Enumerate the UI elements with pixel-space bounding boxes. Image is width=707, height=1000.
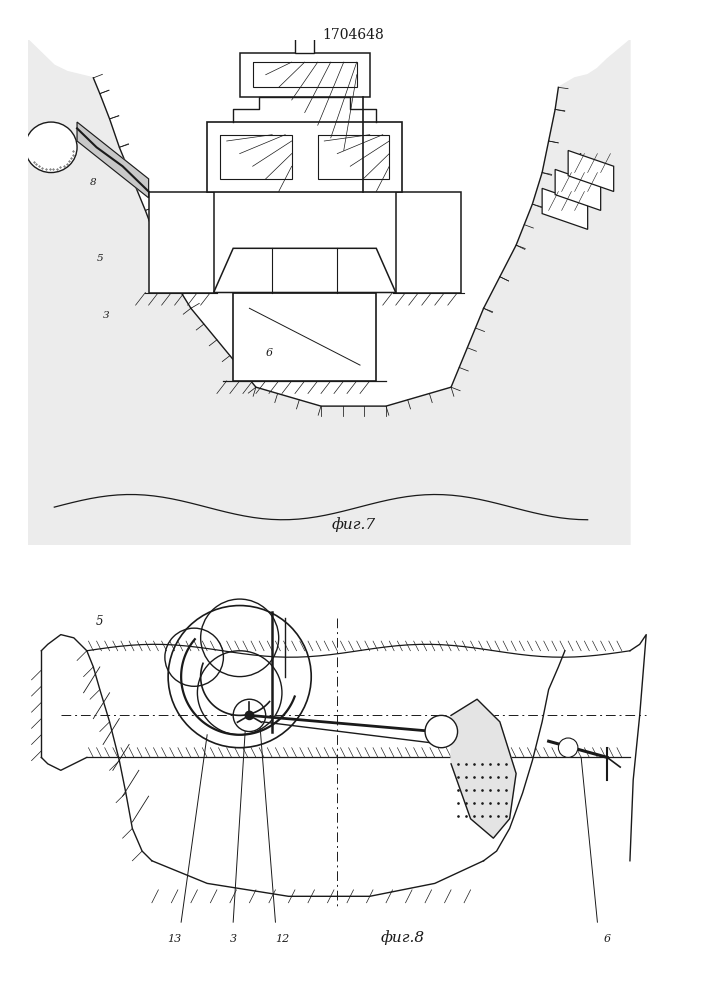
Text: 8: 8 bbox=[90, 178, 97, 187]
Text: фиг.7: фиг.7 bbox=[332, 517, 375, 532]
Bar bbox=[396, 192, 461, 292]
Bar bbox=[285, 21, 325, 27]
Polygon shape bbox=[451, 699, 516, 838]
Text: 4: 4 bbox=[575, 153, 581, 162]
Polygon shape bbox=[214, 248, 396, 292]
Bar bbox=[220, 135, 292, 179]
Circle shape bbox=[25, 122, 77, 173]
Text: 12: 12 bbox=[275, 934, 289, 944]
Text: 6: 6 bbox=[269, 342, 276, 351]
Text: 6: 6 bbox=[266, 348, 273, 358]
Text: 3: 3 bbox=[230, 934, 237, 944]
Bar bbox=[295, 27, 315, 53]
Circle shape bbox=[233, 699, 266, 732]
Text: 5: 5 bbox=[96, 615, 104, 628]
Text: 13: 13 bbox=[168, 934, 182, 944]
Bar bbox=[233, 292, 376, 381]
Bar bbox=[317, 135, 390, 179]
Polygon shape bbox=[28, 40, 630, 545]
Bar bbox=[207, 122, 402, 192]
Bar bbox=[148, 192, 214, 292]
Circle shape bbox=[425, 715, 457, 748]
Polygon shape bbox=[555, 169, 601, 210]
Bar bbox=[252, 62, 357, 87]
Polygon shape bbox=[542, 188, 588, 229]
Text: фиг.8: фиг.8 bbox=[380, 930, 424, 945]
Polygon shape bbox=[568, 150, 614, 192]
Text: 5: 5 bbox=[96, 254, 103, 263]
Circle shape bbox=[245, 711, 255, 720]
Polygon shape bbox=[77, 122, 148, 198]
Circle shape bbox=[559, 738, 578, 757]
Text: 1704648: 1704648 bbox=[322, 28, 385, 42]
Text: 3: 3 bbox=[103, 311, 110, 320]
Text: 6: 6 bbox=[604, 934, 611, 944]
Bar bbox=[240, 53, 370, 97]
Polygon shape bbox=[6, 100, 22, 113]
